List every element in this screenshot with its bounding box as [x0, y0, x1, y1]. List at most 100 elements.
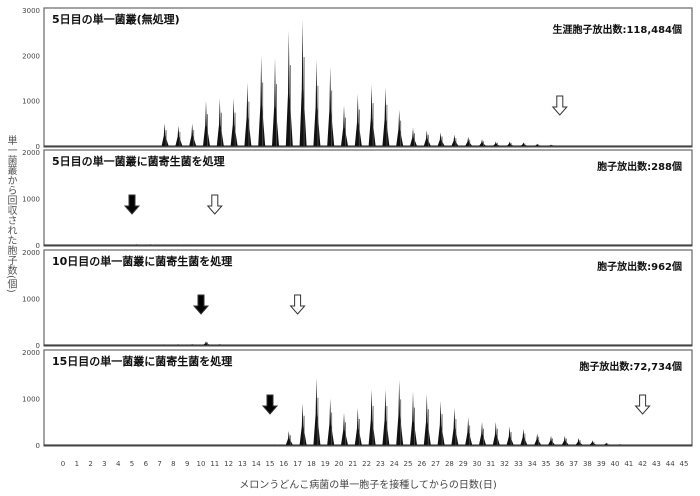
- y-tick-label: 2000: [22, 349, 40, 357]
- spike-day-38: [589, 440, 597, 445]
- y-tick-label: 1000: [22, 98, 40, 106]
- y-tick-label: 1000: [22, 196, 40, 204]
- spike-day-19: [327, 398, 335, 445]
- spike-day-7: [161, 123, 169, 146]
- x-tick-label: 44: [666, 460, 675, 468]
- spike-day-8: [175, 125, 183, 146]
- spike-day-11: [216, 344, 224, 345]
- treatment-arrow-icon: [192, 294, 210, 315]
- x-tick-label: 20: [335, 460, 344, 468]
- spike-day-21: [354, 407, 362, 445]
- spike-day-40: [617, 444, 624, 445]
- y-axis-label: 単一菌叢から回収された胞子数(個): [5, 135, 16, 293]
- y-tick-label: 0: [36, 143, 40, 151]
- x-tick-label: 3: [102, 460, 106, 468]
- x-tick-label: 10: [197, 460, 206, 468]
- panel-frame: [43, 249, 693, 347]
- spike-day-22: [368, 389, 376, 445]
- spike-day-21: [354, 93, 362, 146]
- x-tick-label: 1: [75, 460, 79, 468]
- x-tick-label: 25: [404, 460, 413, 468]
- spike-day-25: [410, 127, 417, 146]
- x-tick-label: 21: [348, 460, 357, 468]
- spike-day-27: [437, 132, 445, 146]
- x-tick-label: 15: [266, 460, 275, 468]
- x-tick-label: 30: [473, 460, 482, 468]
- spike-day-16: [285, 431, 293, 445]
- spike-day-19: [327, 66, 335, 146]
- panel-frame: [43, 7, 693, 148]
- y-tick-label: 3000: [22, 7, 40, 15]
- spike-day-14: [258, 55, 266, 147]
- x-tick-label: 38: [583, 460, 592, 468]
- spike-day-18: [313, 59, 321, 146]
- x-tick-label: 35: [542, 460, 551, 468]
- spike-day-15: [272, 57, 279, 146]
- x-tick-label: 29: [459, 460, 468, 468]
- end-arrow-icon: [634, 394, 651, 415]
- panel-total-label: 生涯胞子放出数:118,484個: [552, 23, 682, 36]
- spike-day-31: [492, 141, 500, 146]
- spike-day-29: [465, 417, 473, 445]
- spike-day-12: [230, 98, 238, 146]
- spike-day-28: [451, 134, 459, 146]
- spike-day-35: [548, 435, 555, 445]
- spike-day-13: [244, 82, 252, 146]
- end-arrow-icon: [289, 294, 306, 315]
- spike-day-8: [175, 344, 183, 345]
- x-tick-label: 2: [88, 460, 92, 468]
- x-tick-label: 27: [431, 460, 440, 468]
- x-tick-label: 6: [144, 460, 149, 468]
- spike-day-6: [147, 244, 155, 245]
- spike-day-24: [396, 109, 404, 146]
- spike-day-27: [437, 400, 445, 445]
- spike-day-20: [341, 105, 348, 146]
- y-tick-label: 2000: [22, 52, 40, 60]
- spike-day-33: [520, 142, 528, 146]
- x-tick-label: 36: [555, 460, 564, 468]
- y-tick-label: 1000: [22, 296, 40, 304]
- spike-day-5: [134, 244, 141, 245]
- spike-day-35: [548, 144, 555, 146]
- spike-day-9: [189, 123, 197, 146]
- spike-day-10: [203, 100, 210, 146]
- spike-day-25: [410, 391, 417, 445]
- x-tick-label: 39: [597, 460, 606, 468]
- panel-frame: [43, 349, 693, 447]
- x-tick-label: 9: [185, 460, 189, 468]
- spike-day-26: [423, 130, 431, 146]
- spike-day-22: [368, 84, 376, 146]
- x-tick-label: 7: [157, 460, 161, 468]
- x-tick-label: 37: [569, 460, 578, 468]
- spike-day-10: [203, 341, 210, 345]
- panel-title: 15日目の単一菌叢に菌寄生菌を処理: [52, 354, 232, 368]
- spike-day-30: [479, 421, 486, 445]
- spike-day-17: [299, 19, 307, 147]
- spike-day-32: [506, 426, 514, 445]
- x-tick-label: 32: [500, 460, 509, 468]
- spike-day-23: [382, 389, 390, 445]
- x-axis-label: メロンうどんこ病菌の単一胞子を接種してからの日数(日): [239, 478, 497, 491]
- x-tick-label: 13: [238, 460, 247, 468]
- x-tick-label: 31: [486, 460, 495, 468]
- spike-day-26: [423, 393, 431, 445]
- spike-day-30: [479, 139, 486, 146]
- x-tick-label: 11: [210, 460, 219, 468]
- y-tick-label: 2000: [22, 249, 40, 257]
- x-tick-label: 23: [376, 460, 385, 468]
- x-tick-label: 17: [293, 460, 302, 468]
- spike-day-37: [575, 438, 583, 445]
- x-tick-label: 12: [224, 460, 233, 468]
- spike-day-16: [285, 30, 293, 146]
- spike-day-39: [603, 442, 611, 445]
- treatment-arrow-icon: [261, 394, 279, 415]
- x-tick-label: 14: [252, 460, 261, 468]
- spike-day-31: [492, 421, 500, 445]
- spike-day-32: [506, 141, 514, 146]
- x-tick-label: 33: [514, 460, 523, 468]
- panel-total-label: 胞子放出数:962個: [596, 260, 682, 273]
- spike-day-36: [561, 435, 569, 445]
- x-tick-label: 24: [390, 460, 399, 468]
- x-tick-label: 8: [171, 460, 175, 468]
- panel-title: 10日目の単一菌叢に菌寄生菌を処理: [52, 254, 232, 268]
